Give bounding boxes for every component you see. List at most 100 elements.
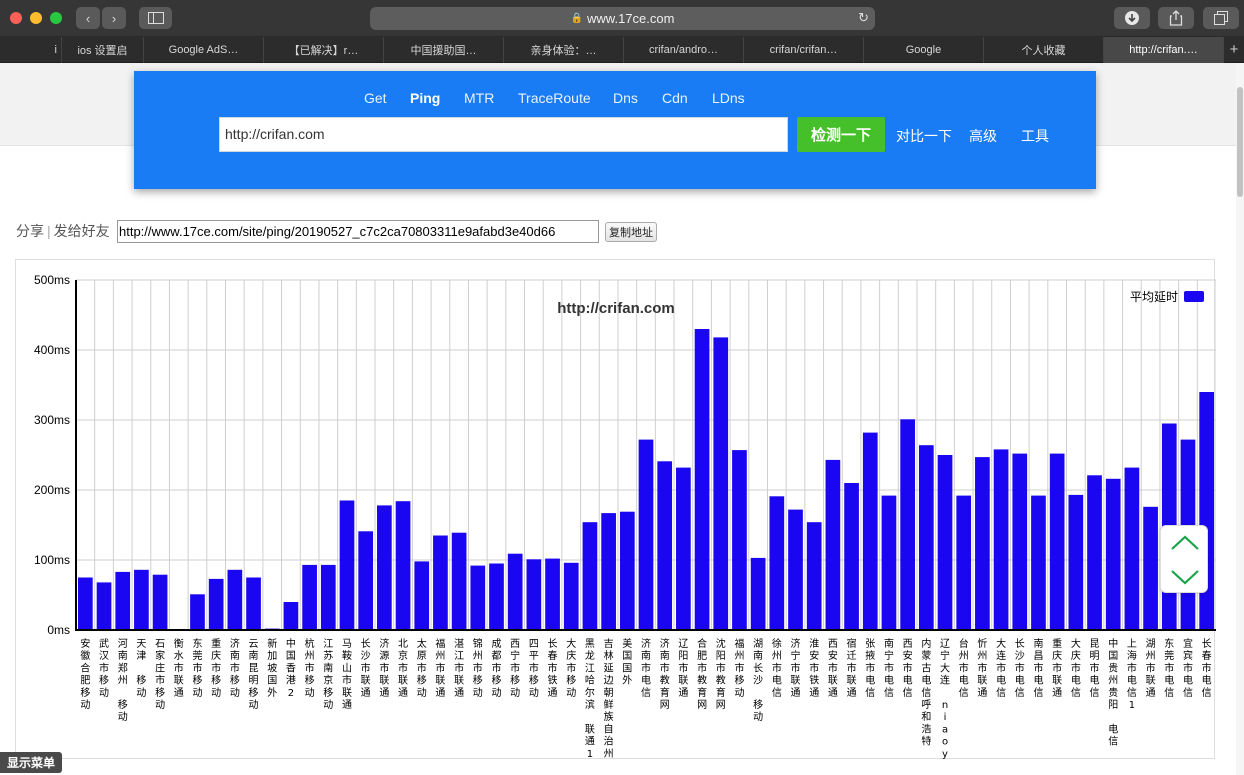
- bar[interactable]: [769, 496, 785, 630]
- bar[interactable]: [806, 522, 822, 630]
- bar[interactable]: [713, 337, 729, 630]
- bar[interactable]: [563, 562, 579, 630]
- tools-link[interactable]: 工具: [1021, 128, 1049, 144]
- bar[interactable]: [582, 522, 598, 630]
- bar[interactable]: [227, 569, 243, 630]
- bar[interactable]: [1124, 467, 1140, 630]
- browser-tab[interactable]: crifan/crifan…: [744, 37, 864, 63]
- bar[interactable]: [993, 449, 1009, 630]
- bar[interactable]: [1105, 478, 1121, 630]
- bar[interactable]: [190, 594, 205, 630]
- bar[interactable]: [545, 558, 560, 630]
- bar[interactable]: [339, 500, 355, 631]
- bar[interactable]: [96, 582, 112, 630]
- bar[interactable]: [937, 455, 953, 630]
- bar[interactable]: [732, 450, 747, 630]
- bar[interactable]: [433, 535, 448, 631]
- run-test-button[interactable]: 检测一下: [797, 117, 885, 152]
- scrollbar-thumb[interactable]: [1237, 87, 1243, 197]
- bar[interactable]: [208, 578, 224, 630]
- browser-tab[interactable]: 【已解决】r…: [264, 37, 384, 63]
- bar[interactable]: [1087, 475, 1102, 630]
- bar[interactable]: [1012, 453, 1028, 630]
- bar[interactable]: [1031, 495, 1046, 630]
- bar[interactable]: [825, 459, 841, 630]
- bar[interactable]: [750, 557, 766, 630]
- address-bar[interactable]: 🔒 www.17ce.com ↻: [370, 7, 875, 30]
- share-button[interactable]: [1158, 7, 1194, 29]
- bar[interactable]: [638, 439, 654, 630]
- tab-overview-button[interactable]: [1203, 7, 1239, 29]
- bar[interactable]: [526, 559, 542, 630]
- bar[interactable]: [694, 329, 710, 630]
- browser-tab[interactable]: crifan/andro…: [624, 37, 744, 63]
- bar[interactable]: [844, 483, 859, 630]
- nav-tab-traceroute[interactable]: TraceRoute: [518, 90, 591, 106]
- bar[interactable]: [862, 432, 878, 630]
- copy-link-button[interactable]: 复制地址: [605, 222, 657, 242]
- bar[interactable]: [115, 571, 131, 630]
- bar[interactable]: [676, 467, 691, 630]
- bar[interactable]: [78, 577, 93, 631]
- bar[interactable]: [451, 532, 467, 630]
- x-category-label: 教: [716, 674, 726, 687]
- browser-tab[interactable]: 个人收藏: [984, 37, 1104, 63]
- browser-tab[interactable]: 亲身体验：…: [504, 37, 624, 63]
- scroll-up-button[interactable]: [1161, 526, 1209, 560]
- bar[interactable]: [320, 564, 336, 630]
- nav-tab-cdn[interactable]: Cdn: [662, 90, 688, 106]
- nav-tab-dns[interactable]: Dns: [613, 90, 638, 106]
- browser-tab[interactable]: Google AdS…: [144, 37, 264, 63]
- bar[interactable]: [414, 561, 430, 630]
- reload-icon[interactable]: ↻: [858, 10, 869, 25]
- browser-tab[interactable]: http://crifan.…: [1104, 37, 1224, 63]
- bar[interactable]: [1049, 453, 1065, 630]
- bar[interactable]: [283, 602, 299, 630]
- bar[interactable]: [302, 564, 317, 630]
- new-tab-button[interactable]: +: [1229, 41, 1239, 58]
- maximize-window-button[interactable]: [50, 12, 62, 24]
- downloads-button[interactable]: [1114, 7, 1150, 29]
- bar[interactable]: [881, 495, 897, 630]
- bar[interactable]: [975, 457, 990, 630]
- page-scrollbar[interactable]: [1236, 63, 1244, 775]
- advanced-link[interactable]: 高级: [969, 128, 997, 144]
- show-menu-button[interactable]: 显示菜单: [0, 752, 62, 773]
- nav-tab-ping[interactable]: Ping: [410, 90, 441, 106]
- nav-tab-mtr[interactable]: MTR: [464, 90, 495, 106]
- bar[interactable]: [956, 495, 972, 630]
- browser-tab[interactable]: Google: [864, 37, 984, 63]
- bar[interactable]: [395, 501, 411, 630]
- minimize-window-button[interactable]: [30, 12, 42, 24]
- bar[interactable]: [134, 569, 149, 630]
- browser-tab[interactable]: ios 设置启: [62, 37, 144, 63]
- target-url-input[interactable]: http://crifan.com: [219, 117, 788, 152]
- sidebar-button[interactable]: [139, 7, 172, 29]
- bar[interactable]: [1143, 506, 1158, 630]
- nav-tab-ldns[interactable]: LDns: [712, 90, 745, 106]
- close-window-button[interactable]: [10, 12, 22, 24]
- bar[interactable]: [507, 553, 523, 630]
- scroll-down-button[interactable]: [1161, 560, 1209, 594]
- bar[interactable]: [900, 419, 915, 630]
- bar[interactable]: [152, 574, 168, 630]
- bar[interactable]: [1068, 494, 1084, 630]
- bar[interactable]: [619, 511, 635, 630]
- share-link-field[interactable]: http://www.17ce.com/site/ping/20190527_c…: [117, 220, 599, 243]
- bar[interactable]: [489, 563, 504, 631]
- bar[interactable]: [918, 445, 934, 630]
- compare-link[interactable]: 对比一下: [896, 128, 952, 144]
- bar[interactable]: [601, 513, 616, 630]
- bar[interactable]: [470, 565, 486, 630]
- browser-tab[interactable]: i: [0, 37, 62, 63]
- bar[interactable]: [788, 509, 803, 630]
- bar[interactable]: [246, 577, 261, 631]
- bar[interactable]: [1199, 392, 1214, 630]
- back-button[interactable]: ‹: [76, 7, 100, 29]
- bar[interactable]: [377, 505, 392, 630]
- nav-tab-get[interactable]: Get: [364, 90, 387, 106]
- bar[interactable]: [657, 461, 673, 630]
- bar[interactable]: [358, 531, 374, 630]
- browser-tab[interactable]: 中国援助国…: [384, 37, 504, 63]
- forward-button[interactable]: ›: [102, 7, 126, 29]
